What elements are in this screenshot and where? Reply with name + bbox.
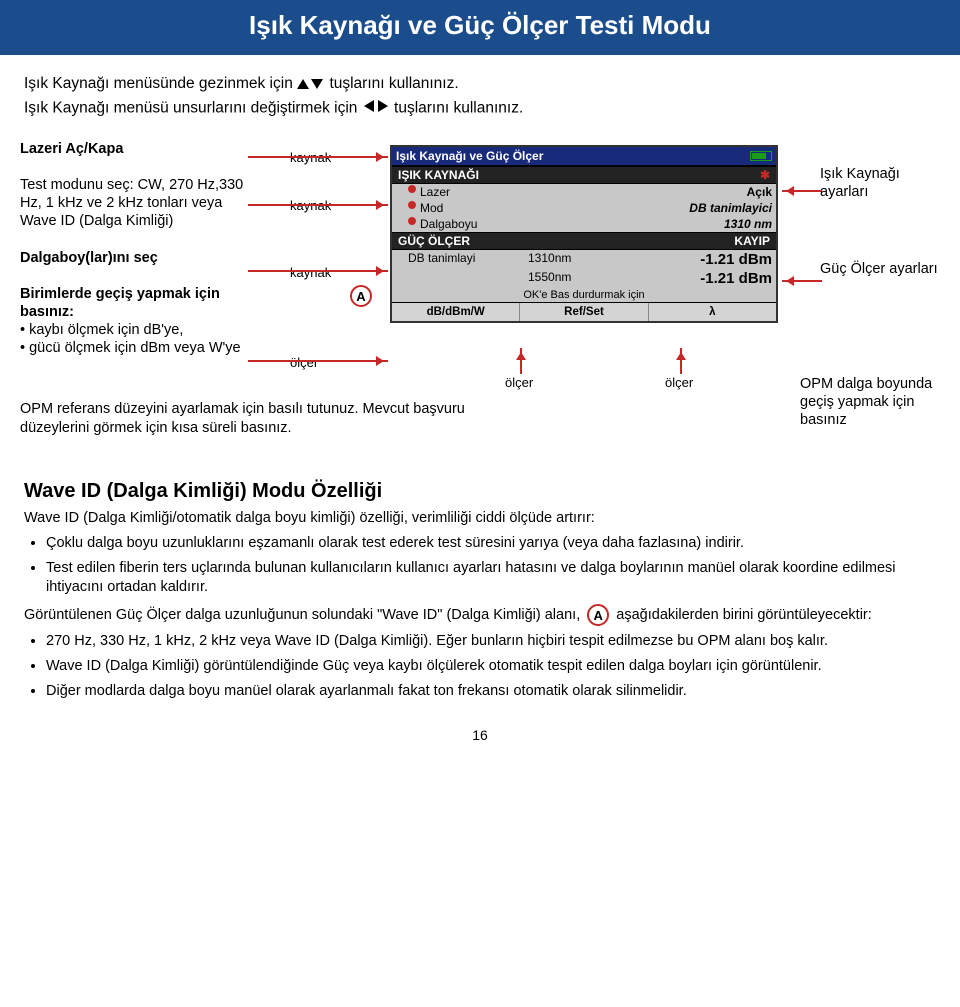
laser-toggle-callout: Lazeri Aç/Kapa (20, 140, 250, 158)
battery-icon (750, 151, 772, 161)
page-number: 16 (0, 719, 960, 751)
list-item: Test edilen fiberin ters uçlarında bulun… (46, 559, 936, 597)
screen-title: Işık Kaynağı ve Güç Ölçer (396, 149, 543, 163)
label-kaynak: kaynak (290, 265, 331, 280)
right-callout-power-meter: Güç Ölçer ayarları (820, 260, 940, 278)
arrow-icon (248, 204, 388, 206)
row-wavelength: 1550nm (528, 270, 648, 287)
ok-hint: OK'e Bas durdurmak için (392, 288, 776, 302)
left-callouts: Lazeri Aç/Kapa Test modunu seç: CW, 270 … (20, 140, 250, 375)
up-down-arrow-icon (297, 75, 325, 93)
section-header-power-meter: GÜÇ ÖLÇER KAYIP (392, 232, 776, 250)
text: Işık Kaynağı menüsü unsurlarını değiştir… (24, 100, 362, 117)
paragraph: Wave ID (Dalga Kimliği/otomatik dalga bo… (24, 509, 936, 528)
intro-block: Işık Kaynağı menüsünde gezinmek için tuş… (0, 55, 960, 130)
arrow-icon (680, 348, 682, 374)
label-olcer: ölçer (290, 355, 318, 370)
active-indicator-icon: ✱ (760, 168, 770, 182)
text: OK'e Bas durdurmak için (523, 289, 644, 301)
row-label: DB tanimlayi (408, 251, 528, 268)
list-item: 270 Hz, 330 Hz, 1 kHz, 2 kHz veya Wave I… (46, 632, 936, 651)
arrow-icon (782, 280, 822, 282)
units-callout-heading: Birimlerde geçiş yapmak için basınız: (20, 285, 250, 321)
text: GÜÇ ÖLÇER (398, 234, 470, 248)
section-heading: Wave ID (Dalga Kimliği) Modu Özelliği (24, 480, 936, 503)
row-label: Lazer (420, 185, 540, 199)
row-wavelength: 1310nm (528, 251, 648, 268)
wavelength-select-callout: Dalgaboy(lar)ını seç (20, 249, 250, 267)
softkey-units[interactable]: dB/dBm/W (392, 303, 520, 321)
ref-callout: OPM referans düzeyini ayarlamak için bas… (20, 400, 480, 438)
annotated-diagram: Lazeri Aç/Kapa Test modunu seç: CW, 270 … (0, 140, 960, 470)
testmode-callout: Test modunu seç: CW, 270 Hz,330 Hz, 1 kH… (20, 176, 250, 230)
softkey-refset[interactable]: Ref/Set (520, 303, 648, 321)
text: Işık Kaynağı menüsünde gezinmek için (24, 75, 297, 92)
section-header-light-source: IŞIK KAYNAĞI ✱ (392, 166, 776, 184)
text: KAYIP (734, 234, 770, 248)
label-olcer: ölçer (505, 375, 533, 390)
bullet-list: Çoklu dalga boyu uzunluklarını eşzamanlı… (24, 534, 936, 597)
row-label: Mod (420, 201, 540, 215)
marker-a-inline: A (587, 604, 609, 626)
list-item: Diğer modlarda dalga boyu manüel olarak … (46, 682, 936, 701)
units-callout-db: • kaybı ölçmek için dB'ye, (20, 321, 250, 339)
arrow-icon (248, 156, 388, 158)
bullet-icon (408, 185, 416, 193)
screen-titlebar: Işık Kaynağı ve Güç Ölçer (392, 147, 776, 166)
marker-a: A (350, 285, 372, 307)
units-callout-dbmw: • gücü ölçmek için dBm veya W'ye (20, 339, 250, 357)
bullet-icon (408, 217, 416, 225)
text: tuşlarını kullanınız. (329, 75, 458, 92)
paragraph: Görüntülenen Güç Ölçer dalga uzunluğunun… (24, 604, 936, 626)
device-screenshot: Işık Kaynağı ve Güç Ölçer IŞIK KAYNAĞI ✱… (390, 145, 778, 323)
text: IŞIK KAYNAĞI (398, 168, 479, 182)
softkey-lambda[interactable]: λ (649, 303, 776, 321)
right-callout-opm: OPM dalga boyunda geçiş yapmak için bası… (800, 375, 940, 429)
arrow-icon (248, 270, 388, 272)
row-value: 1310 nm (660, 217, 772, 231)
intro-line-1: Işık Kaynağı menüsünde gezinmek için tuş… (24, 75, 936, 93)
bullet-icon (408, 201, 416, 209)
list-item: Wave ID (Dalga Kimliği) görüntülendiğind… (46, 657, 936, 676)
row-value: -1.21 dBm (648, 251, 772, 268)
bullet-list: 270 Hz, 330 Hz, 1 kHz, 2 kHz veya Wave I… (24, 632, 936, 701)
text: aşağıdakilerden birini görüntüleyecektir… (616, 607, 872, 623)
label-olcer: ölçer (665, 375, 693, 390)
row-value: Açık (660, 185, 772, 199)
page-header: Işık Kaynağı ve Güç Ölçer Testi Modu (0, 0, 960, 55)
row-value: DB tanimlayici (660, 201, 772, 215)
row-value: -1.21 dBm (648, 270, 772, 287)
text: Görüntülenen Güç Ölçer dalga uzunluğunun… (24, 607, 584, 623)
right-callout-light-source: Işık Kaynağı ayarları (820, 165, 940, 201)
left-right-arrow-icon (362, 99, 390, 118)
row-label: Dalgaboyu (420, 217, 540, 231)
arrow-icon (782, 190, 822, 192)
text: tuşlarını kullanınız. (394, 100, 523, 117)
arrow-icon (248, 360, 388, 362)
intro-line-2: Işık Kaynağı menüsü unsurlarını değiştir… (24, 99, 936, 118)
softkey-row: dB/dBm/W Ref/Set λ (392, 302, 776, 321)
wave-id-section: Wave ID (Dalga Kimliği) Modu Özelliği Wa… (0, 470, 960, 719)
list-item: Çoklu dalga boyu uzunluklarını eşzamanlı… (46, 534, 936, 553)
arrow-icon (520, 348, 522, 374)
